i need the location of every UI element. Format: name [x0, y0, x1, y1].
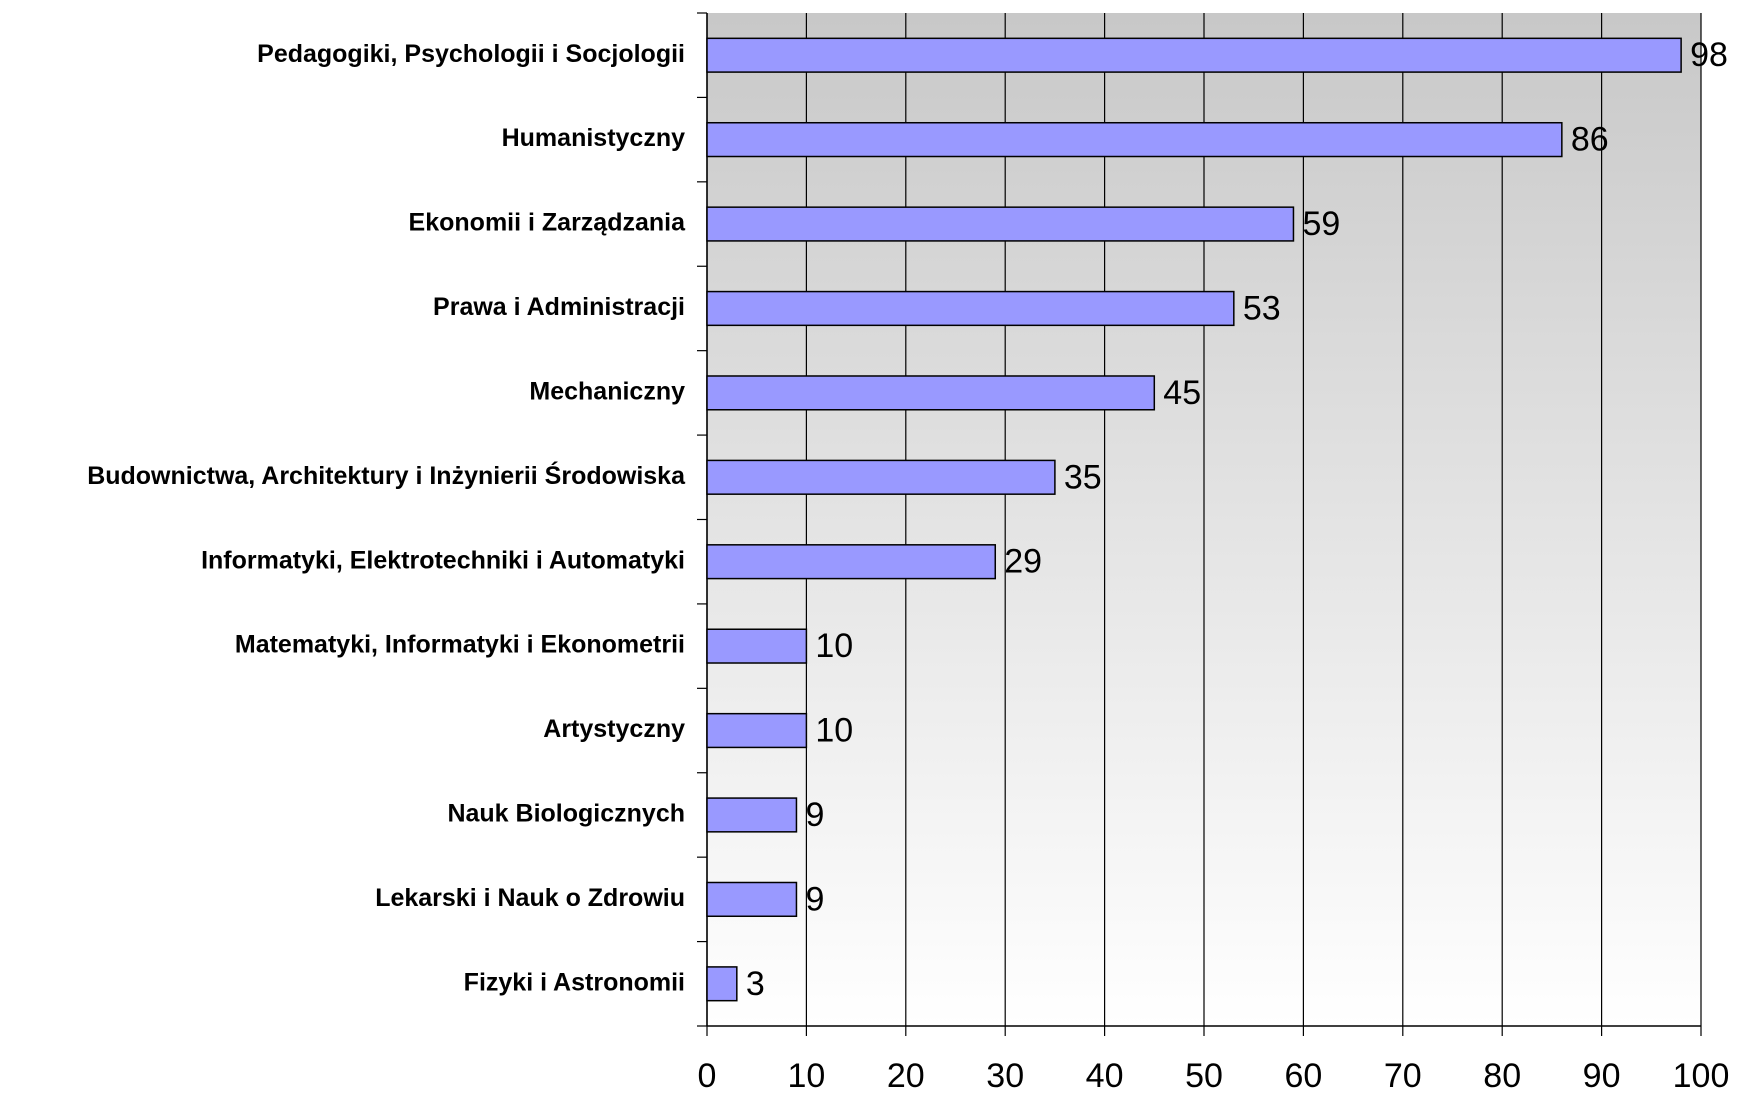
data-label: 98 [1690, 36, 1728, 74]
data-label: 53 [1243, 289, 1281, 327]
x-tick-label: 80 [1483, 1057, 1521, 1094]
x-tick-label: 100 [1673, 1057, 1730, 1094]
bar [706, 206, 1295, 242]
data-label: 59 [1302, 205, 1340, 243]
data-label: 45 [1163, 374, 1201, 412]
y-tick-label: Matematyki, Informatyki i Ekonometrii [235, 631, 685, 659]
y-tick-label: Artystyczny [543, 715, 685, 743]
x-tick-label: 0 [698, 1057, 717, 1094]
data-label: 9 [805, 796, 824, 834]
x-tick-label: 40 [1086, 1057, 1124, 1094]
data-label: 10 [815, 627, 853, 665]
x-tick-label: 60 [1284, 1057, 1322, 1094]
y-tick-label: Nauk Biologicznych [447, 800, 685, 828]
bar [706, 966, 738, 1002]
data-label: 9 [805, 880, 824, 918]
data-label: 3 [746, 965, 765, 1003]
y-tick-label: Ekonomii i Zarządzania [409, 209, 687, 237]
y-tick-label: Lekarski i Nauk o Zdrowiu [375, 884, 685, 912]
x-tick-label: 50 [1185, 1057, 1223, 1094]
x-tick-label: 20 [887, 1057, 925, 1094]
y-tick-label: Budownictwa, Architektury i Inżynierii Ś… [87, 460, 686, 490]
y-tick-label: Humanistyczny [502, 124, 685, 152]
x-tick-label: 90 [1583, 1057, 1621, 1094]
bar [706, 37, 1682, 73]
data-label: 10 [815, 712, 853, 750]
y-tick-label: Prawa i Administracji [433, 293, 685, 321]
bar [706, 628, 808, 664]
y-tick-label: Pedagogiki, Psychologii i Socjologii [257, 40, 685, 68]
bar [706, 797, 798, 833]
y-tick-label: Fizyki i Astronomii [464, 968, 685, 996]
y-tick-label: Mechaniczny [529, 377, 685, 405]
x-tick-label: 10 [787, 1057, 825, 1094]
x-tick-label: 30 [986, 1057, 1024, 1094]
bar [706, 375, 1156, 411]
data-label: 29 [1004, 543, 1042, 581]
data-label: 86 [1571, 121, 1609, 159]
data-label: 35 [1064, 458, 1102, 496]
bar [706, 712, 808, 749]
y-tick-label: Informatyki, Elektrotechniki i Automatyk… [201, 546, 685, 574]
x-tick-label: 70 [1384, 1057, 1422, 1094]
bar [706, 881, 798, 918]
bar [706, 121, 1563, 158]
bar [706, 290, 1235, 327]
bar [706, 544, 997, 580]
bar [706, 459, 1056, 495]
